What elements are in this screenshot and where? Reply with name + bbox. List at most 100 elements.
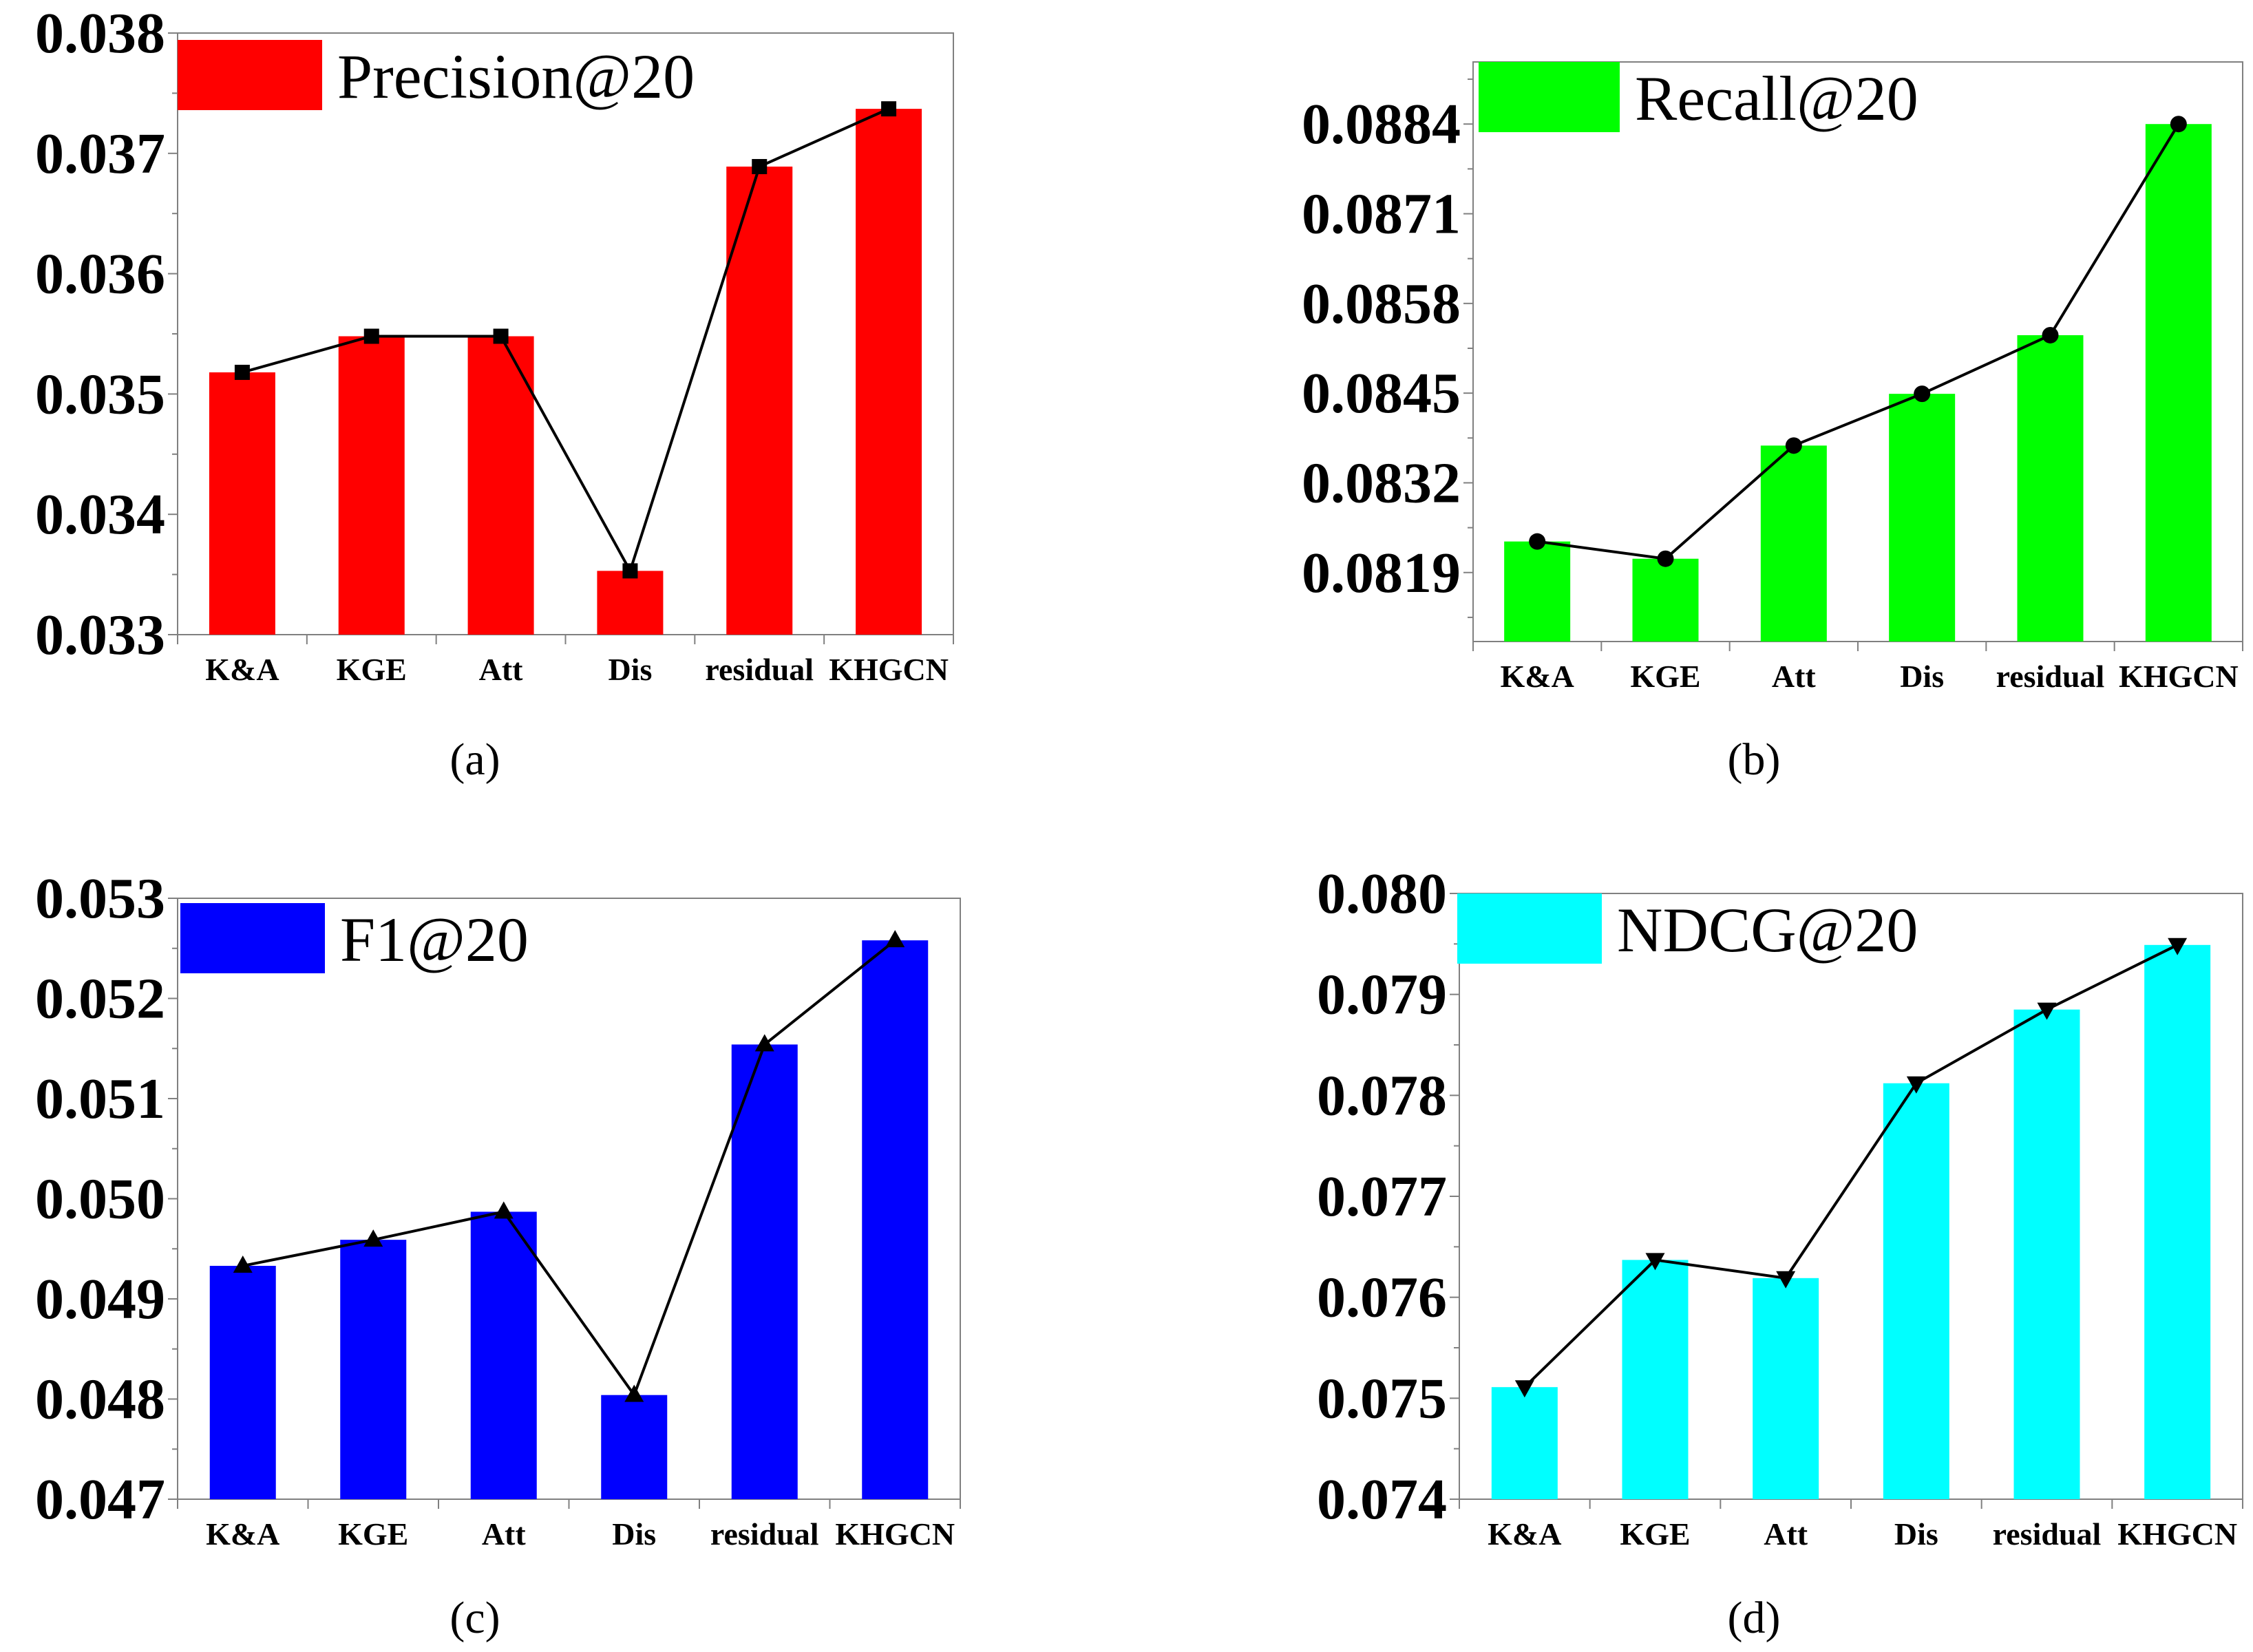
plot-frame	[1459, 893, 2243, 1500]
x-tick-label: KHGCN	[829, 652, 949, 687]
point-marker-kanda	[233, 1255, 253, 1273]
legend-label: F1@20	[340, 904, 529, 975]
y-tick-label: 0.0858	[1302, 272, 1461, 336]
x-tick-label: Dis	[608, 652, 652, 687]
x-tick-label: Att	[1764, 1516, 1808, 1552]
legend-label: Recall@20	[1635, 63, 1918, 134]
y-tick-label: 0.035	[35, 362, 165, 426]
x-tick-label: residual	[1996, 659, 2105, 694]
x-tick-label: residual	[705, 652, 814, 687]
x-tick-label: Att	[482, 1516, 527, 1552]
point-marker-dis	[1906, 1076, 1926, 1094]
y-tick-label: 0.0819	[1302, 541, 1461, 605]
y-tick-label: 0.038	[35, 1, 165, 65]
x-tick-label: Att	[479, 652, 524, 687]
point-marker-residual	[2037, 1002, 2057, 1020]
y-tick-label: 0.047	[35, 1468, 165, 1532]
x-tick-label: KHGCN	[2117, 1516, 2237, 1552]
bar-khgcn	[862, 940, 929, 1499]
point-marker-dis	[1914, 385, 1931, 403]
y-tick-label: 0.079	[1317, 963, 1447, 1027]
panel-ndcg-at-20: 0.074 0.075 0.076 0.077 0.078 0.079 0.080 K&A KG…	[1317, 862, 2243, 1643]
x-tick-label: KHGCN	[835, 1516, 955, 1552]
panel-label: (a)	[449, 734, 500, 785]
panel-label: (d)	[1728, 1593, 1781, 1643]
point-marker-kge	[363, 1229, 383, 1247]
point-marker-att	[1776, 1271, 1796, 1289]
bar-att	[470, 1211, 537, 1499]
panel-precision-at-20: 0.033 0.034 0.035 0.036 0.037 0.038 K&A KGE Att D…	[35, 1, 954, 785]
y-tick-label: 0.033	[35, 603, 165, 667]
legend-swatch	[1479, 62, 1620, 132]
x-tick-label: Att	[1772, 659, 1817, 694]
y-tick-label: 0.034	[35, 483, 165, 547]
point-marker-residual	[752, 159, 768, 175]
bar-residual	[2013, 1009, 2080, 1499]
series-line	[242, 939, 896, 1398]
y-tick-label: 0.053	[35, 867, 165, 931]
point-marker-residual	[754, 1034, 774, 1052]
bar-kanda	[1491, 1387, 1558, 1499]
y-tick-label: 0.0871	[1302, 182, 1461, 246]
bar-kanda	[1504, 541, 1571, 642]
plot-frame	[177, 898, 961, 1500]
bar-kanda	[209, 1265, 276, 1499]
y-tick-label: 0.078	[1317, 1063, 1447, 1127]
bar-kanda	[209, 372, 275, 635]
x-tick-label: K&A	[205, 652, 279, 687]
series-line	[1536, 123, 2180, 560]
x-tick-label: K&A	[1501, 659, 1574, 694]
y-tick-label: 0.0845	[1302, 361, 1461, 425]
plot-frame	[1472, 61, 2243, 642]
point-marker-att	[494, 1201, 514, 1219]
x-tick-label: K&A	[1488, 1516, 1561, 1552]
plot-frame	[177, 32, 954, 635]
point-marker-khgcn	[885, 930, 905, 948]
x-tick-label: residual	[1993, 1516, 2102, 1552]
point-marker-kge	[1645, 1253, 1665, 1271]
legend-label: NDCG@20	[1617, 895, 1918, 965]
point-marker-dis	[622, 563, 638, 579]
bar-residual	[731, 1044, 798, 1499]
bar-residual	[726, 167, 793, 635]
bar-dis	[597, 571, 664, 635]
y-tick-label: 0.076	[1317, 1266, 1447, 1330]
point-marker-kanda	[1514, 1380, 1534, 1398]
panel-f1-at-20: 0.047 0.048 0.049 0.050 0.051 0.052 0.053 K&A KG…	[35, 867, 961, 1643]
panel-label: (c)	[449, 1593, 500, 1643]
bar-dis	[1883, 1083, 1949, 1499]
series-line	[242, 107, 889, 575]
y-tick-label: 0.0832	[1302, 451, 1461, 515]
legend-swatch	[178, 40, 322, 110]
point-marker-kanda	[234, 364, 250, 380]
bar-kge	[1632, 558, 1699, 642]
point-marker-dis	[624, 1384, 644, 1402]
y-tick-label: 0.074	[1317, 1468, 1447, 1532]
y-tick-label: 0.050	[35, 1167, 165, 1231]
bar-dis	[601, 1395, 668, 1499]
point-marker-kanda	[1529, 533, 1546, 550]
bar-khgcn	[2145, 124, 2212, 642]
point-marker-khgcn	[881, 101, 897, 117]
y-tick-label: 0.0884	[1302, 92, 1461, 156]
bar-khgcn	[2144, 944, 2211, 1499]
legend-swatch	[180, 903, 325, 973]
x-tick-label: residual	[710, 1516, 819, 1552]
bar-kge	[1622, 1260, 1689, 1499]
point-marker-kge	[1657, 550, 1674, 567]
bar-att	[1760, 445, 1827, 642]
point-marker-kge	[363, 328, 379, 344]
y-tick-label: 0.036	[35, 242, 165, 306]
y-tick-label: 0.037	[35, 122, 165, 186]
bar-kge	[340, 1240, 407, 1499]
bar-dis	[1889, 394, 1956, 642]
x-tick-label: KGE	[337, 652, 407, 687]
panel-recall-at-20: 0.0819 0.0832 0.0845 0.0858 0.0871 0.0884 K&A K…	[1302, 61, 2243, 785]
point-marker-att	[1785, 437, 1802, 454]
y-tick-label: 0.051	[35, 1067, 165, 1131]
y-tick-label: 0.049	[35, 1267, 165, 1331]
point-marker-att	[493, 328, 509, 344]
x-tick-label: Dis	[1894, 1516, 1938, 1552]
point-marker-khgcn	[2168, 938, 2188, 955]
